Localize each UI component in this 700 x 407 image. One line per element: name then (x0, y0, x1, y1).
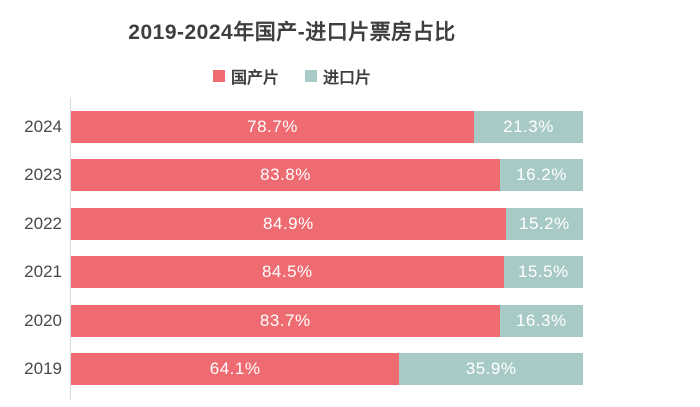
chart-title: 2019-2024年国产-进口片票房占比 (128, 21, 456, 44)
bar-segment-domestic: 83.7% (71, 304, 500, 337)
bar-segment-imported: 16.2% (500, 159, 583, 192)
bar-segment-imported: 15.5% (503, 256, 583, 289)
bar-segment-domestic: 84.9% (71, 207, 506, 240)
legend-swatch-imported-icon (305, 70, 317, 82)
legend-swatch-domestic-icon (212, 70, 225, 82)
bar-value-label-domestic: 83.8% (260, 165, 311, 185)
bar-rows: 2024 78.7% 21.3% 2023 83.8% 16.2% 2022 84.9% 15.… (0, 111, 583, 385)
bar-segment-imported: 15.2% (505, 207, 583, 240)
chart-legend: 国产片 进口片 (0, 64, 584, 88)
bar-segment-domestic: 83.8% (71, 159, 501, 192)
y-axis-tick-label: 2023 (24, 165, 62, 185)
bar-track: 64.1% 35.9% (71, 352, 583, 385)
chart-row: 2019 64.1% 35.9% (0, 352, 583, 385)
bar-track: 78.7% 21.3% (71, 111, 583, 143)
legend-label-imported: 进口片 (323, 70, 372, 87)
legend-item-domestic: 国产片 (212, 64, 279, 88)
chart-row: 2022 84.9% 15.2% (0, 207, 583, 240)
bar-segment-domestic: 84.5% (71, 256, 504, 289)
bar-segment-imported: 16.3% (499, 304, 583, 337)
bar-track: 84.5% 15.5% (71, 256, 583, 289)
bar-value-label-imported: 35.9% (465, 358, 517, 378)
chart-row: 2023 83.8% 16.2% (0, 159, 583, 192)
bar-value-label-domestic: 78.7% (247, 117, 298, 136)
bar-value-label-imported: 21.3% (503, 117, 554, 136)
bar-value-label-imported: 15.2% (518, 213, 570, 233)
bar-segment-imported: 35.9% (399, 352, 583, 385)
bar-value-label-domestic: 64.1% (209, 358, 261, 378)
bar-track: 83.8% 16.2% (71, 159, 583, 192)
bar-value-label-imported: 16.3% (515, 310, 567, 330)
bar-value-label-domestic: 83.7% (259, 310, 311, 330)
y-axis-tick-label: 2024 (24, 117, 62, 136)
bar-value-label-imported: 16.2% (516, 165, 567, 185)
bar-value-label-domestic: 84.9% (262, 213, 314, 233)
y-axis-tick-label: 2021 (24, 262, 62, 282)
bar-segment-imported: 21.3% (473, 111, 583, 143)
legend-label-domestic: 国产片 (230, 70, 279, 87)
bar-value-label-imported: 15.5% (517, 262, 569, 282)
bar-track: 83.7% 16.3% (71, 304, 583, 337)
legend-item-imported: 进口片 (305, 64, 371, 88)
chart-row: 2021 84.5% 15.5% (0, 256, 583, 289)
y-axis-line (70, 97, 71, 400)
bar-segment-domestic: 64.1% (71, 352, 400, 385)
chart-row: 2024 78.7% 21.3% (0, 111, 583, 143)
chart-row: 2020 83.7% 16.3% (0, 304, 583, 337)
y-axis-tick-label: 2022 (24, 213, 62, 233)
bar-segment-domestic: 78.7% (71, 111, 474, 143)
y-axis-tick-label: 2019 (24, 358, 62, 378)
bar-track: 84.9% 15.2% (71, 207, 583, 240)
bar-value-label-domestic: 84.5% (261, 262, 313, 282)
y-axis-tick-label: 2020 (24, 310, 62, 330)
